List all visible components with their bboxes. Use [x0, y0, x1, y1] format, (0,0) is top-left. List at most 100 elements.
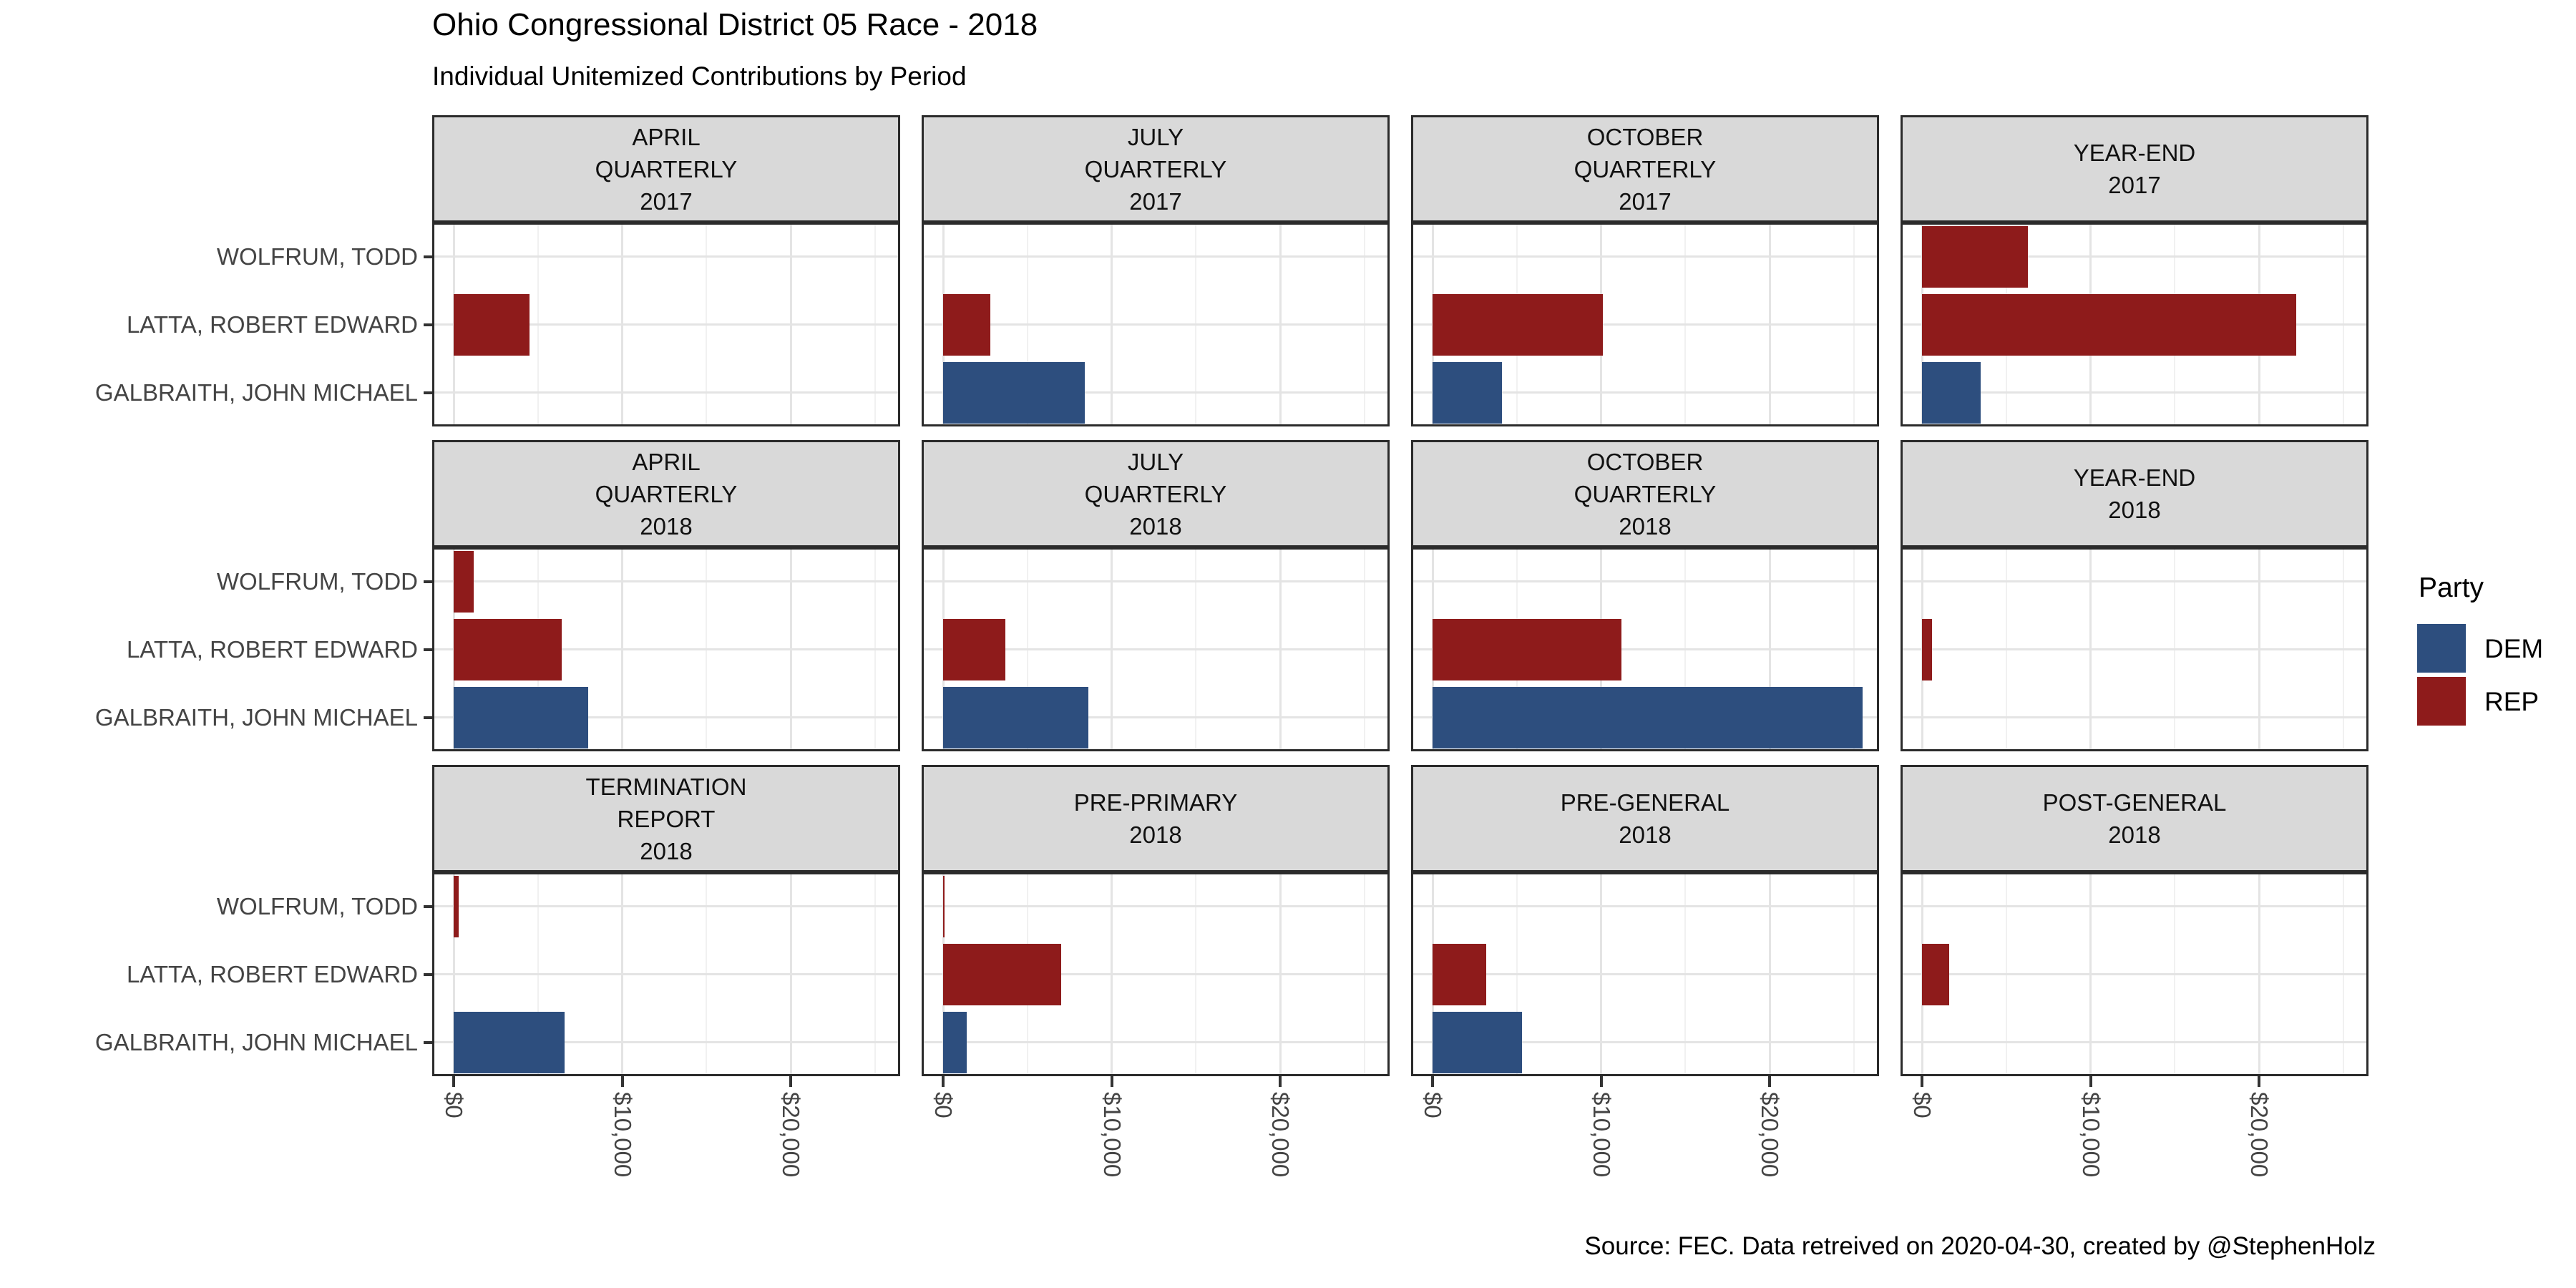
- gridline-y-major: [922, 323, 1390, 326]
- gridline-y-major: [1411, 580, 1879, 582]
- y-axis-label: WOLFRUM, TODD: [216, 892, 418, 919]
- dem-color-swatch: [2417, 624, 2466, 673]
- bar-dem: [1433, 361, 1502, 424]
- panel-border: [1411, 223, 1879, 426]
- gridline-y-major: [922, 580, 1390, 582]
- facet-panel: [1901, 547, 2368, 751]
- facet-strip-label: APRIL: [632, 448, 701, 475]
- facet: APRIL QUARTERLY 2017: [432, 115, 900, 426]
- x-axis-tick-label: $20,000: [1757, 1092, 1783, 1178]
- gridline-y-major: [1411, 391, 1879, 394]
- x-axis-tick-label: $10,000: [1098, 1092, 1126, 1178]
- facet-strip-label: JULY: [1127, 123, 1184, 150]
- x-axis-tick: [1768, 1076, 1771, 1087]
- facet-panel: [922, 872, 1390, 1076]
- y-axis-tick: [424, 391, 432, 394]
- x-axis-tick-label: $0: [441, 1092, 467, 1118]
- gridline-y-major: [1901, 648, 2368, 650]
- gridline-y-major: [922, 905, 1390, 907]
- gridline-y-major: [432, 973, 900, 975]
- legend-label-rep: REP: [2484, 687, 2540, 716]
- facet-panel: [1411, 872, 1879, 1076]
- y-axis-label: GALBRAITH, JOHN MICHAEL: [94, 379, 418, 406]
- facet-strip-label: 2017: [2108, 172, 2161, 198]
- facet: POST-GENERAL 2018: [1901, 765, 2368, 1076]
- panel-border: [432, 223, 900, 426]
- facet-strip: OCTOBER QUARTERLY 2018: [1411, 440, 1879, 547]
- x-axis-tick-label: $10,000: [1588, 1092, 1615, 1178]
- bar-rep: [1922, 293, 2296, 356]
- x-axis-tick: [1921, 1076, 1923, 1087]
- y-axis-label: WOLFRUM, TODD: [216, 243, 418, 270]
- x-axis-tick-label: $0: [1420, 1092, 1446, 1118]
- facet-strip-label: 2017: [1619, 187, 1672, 215]
- facet-strip-label: POST-GENERAL: [2042, 789, 2227, 816]
- x-axis-tick-label: $0: [930, 1092, 957, 1118]
- x-axis-tick-label: $0: [1909, 1092, 1936, 1118]
- gridline-y-major: [922, 1041, 1390, 1043]
- y-axis-tick: [424, 255, 432, 258]
- bar-rep: [1433, 293, 1603, 356]
- legend-label-dem: DEM: [2484, 634, 2544, 663]
- facet-strip-label: QUARTERLY: [595, 155, 738, 182]
- x-axis-tick: [1431, 1076, 1434, 1087]
- panel-border: [1411, 872, 1879, 1076]
- panel-border: [922, 547, 1390, 751]
- gridline-y-major: [1901, 391, 2368, 394]
- facet-strip-label: YEAR-END: [2073, 464, 2196, 491]
- y-axis-tick: [424, 323, 432, 326]
- facet-strip-label: OCTOBER: [1586, 448, 1704, 475]
- gridline-y-major: [922, 973, 1390, 975]
- facet-strip-label: QUARTERLY: [595, 480, 738, 507]
- bar-dem: [1922, 361, 1981, 424]
- y-axis-tick: [424, 904, 432, 908]
- x-axis-tick: [942, 1076, 945, 1087]
- facet-strip-label: YEAR-END: [2073, 140, 2196, 166]
- bar-dem: [1433, 686, 1863, 748]
- legend-item-dem: DEM: [2417, 624, 2576, 673]
- facet-strip: PRE-PRIMARY 2018: [922, 765, 1390, 872]
- gridline-y-major: [922, 716, 1390, 718]
- y-axis-tick: [424, 1040, 432, 1044]
- facet: YEAR-END 2018: [1901, 440, 2368, 751]
- gridline-y-major: [432, 716, 900, 718]
- x-axis-tick: [1279, 1076, 1282, 1087]
- facet: OCTOBER QUARTERLY 2017: [1411, 115, 1879, 426]
- chart-subtitle: Individual Unitemized Contributions by P…: [432, 62, 967, 91]
- bar-rep: [1922, 225, 2029, 288]
- y-axis-tick: [424, 972, 432, 976]
- bar-rep: [1922, 618, 1933, 680]
- facet-strip-label: 2018: [2108, 497, 2161, 523]
- source-note: Source: FEC. Data retreived on 2020-04-3…: [1584, 1232, 2376, 1260]
- facet-strip: TERMINATION REPORT 2018: [432, 765, 900, 872]
- facet-strip-label: JULY: [1127, 448, 1184, 475]
- x-axis-tick: [620, 1076, 624, 1087]
- y-axis-tick: [424, 648, 432, 651]
- y-axis-label: GALBRAITH, JOHN MICHAEL: [94, 703, 418, 731]
- facet-panel: [922, 547, 1390, 751]
- x-axis-tick: [1599, 1076, 1603, 1087]
- bar-dem: [943, 686, 1088, 748]
- facet-strip: PRE-GENERAL 2018: [1411, 765, 1879, 872]
- facet-strip-label: PRE-PRIMARY: [1073, 789, 1238, 816]
- x-axis-tick: [452, 1076, 455, 1087]
- facet-strip-label: 2018: [640, 837, 693, 864]
- facet: YEAR-END 2017: [1901, 115, 2368, 426]
- x-axis-tick: [2258, 1076, 2260, 1087]
- gridline-y-major: [432, 648, 900, 650]
- bar-rep: [454, 293, 530, 356]
- facet: JULY QUARTERLY 2018: [922, 440, 1390, 751]
- gridline-y-major: [432, 255, 900, 258]
- bar-rep: [454, 618, 562, 680]
- panel-border: [1411, 547, 1879, 751]
- panel-border: [1901, 872, 2368, 1076]
- gridline-y-major: [1901, 716, 2368, 718]
- bar-rep: [454, 875, 459, 937]
- gridline-y-major: [432, 1041, 900, 1043]
- legend-title: Party: [2419, 572, 2484, 603]
- facet-panel: [1901, 223, 2368, 426]
- facet-strip-label: QUARTERLY: [1084, 155, 1227, 182]
- x-axis-tick: [789, 1076, 792, 1087]
- panel-border: [922, 872, 1390, 1076]
- x-axis-tick: [1110, 1076, 1113, 1087]
